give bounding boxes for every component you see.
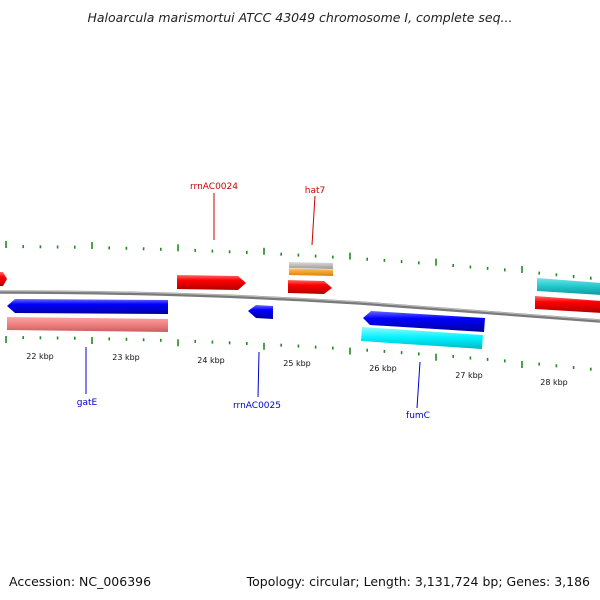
ruler-label: 26 kbp — [369, 364, 397, 373]
gene-hat7-grey[interactable] — [289, 262, 333, 269]
ruler-label: 28 kbp — [540, 378, 568, 387]
ruler-label: 24 kbp — [197, 356, 225, 365]
gene-red-right[interactable] — [535, 296, 600, 313]
label-gatE[interactable]: gatE — [77, 398, 98, 408]
gene-gatE[interactable] — [7, 299, 168, 314]
gene-pink-rRNA[interactable] — [7, 317, 168, 332]
accession-text: Accession: NC_006396 — [9, 574, 152, 589]
leader-fumC — [416, 361, 421, 409]
gene-cyan[interactable] — [361, 327, 483, 349]
label-rrnAC0025[interactable]: rrnAC0025 — [233, 401, 281, 411]
gene-red-partial-left[interactable] — [0, 272, 7, 286]
gene-teal-right[interactable] — [537, 278, 600, 295]
gene-hat7[interactable] — [288, 280, 332, 294]
gene-fumC[interactable] — [363, 311, 485, 332]
leader-hat7 — [311, 195, 316, 246]
gene-rrnAC0025[interactable] — [248, 305, 273, 319]
outer-tick-ring — [5, 241, 592, 280]
leader-rrnAC0025 — [257, 351, 260, 398]
label-rrnAC0024[interactable]: rrnAC0024 — [190, 182, 238, 192]
ruler-labels: 22 kbp 23 kbp 24 kbp 25 kbp 26 kbp 27 kb… — [26, 352, 568, 387]
forward-strand-genes — [0, 262, 600, 313]
map-title: Haloarcula marismortui ATCC 43049 chromo… — [87, 10, 513, 25]
ruler-label: 27 kbp — [455, 371, 483, 380]
label-fumC[interactable]: fumC — [406, 411, 430, 421]
ruler-label: 22 kbp — [26, 352, 54, 361]
label-hat7[interactable]: hat7 — [305, 186, 325, 196]
gene-rrnAC0024[interactable] — [177, 275, 246, 290]
topology-summary: Topology: circular; Length: 3,131,724 bp… — [246, 574, 590, 589]
ruler-label: 25 kbp — [283, 359, 311, 368]
gene-hat7-orange[interactable] — [289, 268, 333, 277]
inner-tick-ring — [5, 336, 592, 371]
ruler-label: 23 kbp — [112, 353, 140, 362]
reverse-strand-genes — [7, 299, 485, 349]
